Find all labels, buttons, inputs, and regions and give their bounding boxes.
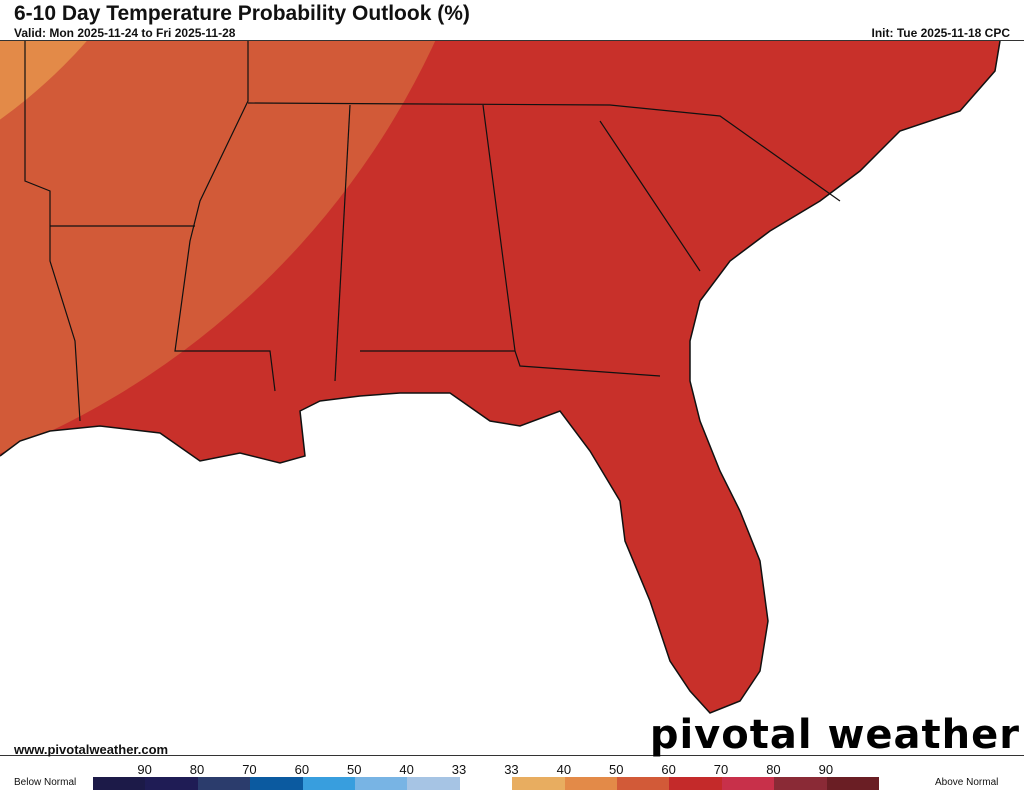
state-borders <box>24 41 841 422</box>
legend-label: 90 <box>137 762 152 777</box>
legend-swatch <box>145 777 198 790</box>
band-above-50 <box>0 41 510 511</box>
legend-label: 70 <box>713 762 729 777</box>
below-normal-label: Below Normal <box>14 777 77 788</box>
legend-label: 40 <box>399 762 414 777</box>
legend-swatch <box>564 777 617 790</box>
legend-label: 50 <box>347 762 362 777</box>
map-title: 6-10 Day Temperature Probability Outlook… <box>14 2 470 25</box>
legend-label: 60 <box>294 762 310 777</box>
legend-swatch <box>669 777 722 790</box>
legend-swatch <box>197 777 251 790</box>
legend-label: 90 <box>818 762 834 777</box>
legend-swatch <box>774 777 827 790</box>
legend-swatch <box>721 777 775 790</box>
legend-label: 50 <box>609 762 624 777</box>
coastline <box>0 41 1001 714</box>
legend-label: 70 <box>242 762 257 777</box>
legend-swatch <box>826 777 879 790</box>
legend-swatch <box>355 777 408 790</box>
legend-label: 33 <box>451 762 467 777</box>
outlook-map <box>0 40 1024 756</box>
above-normal-label: Above Normal <box>935 777 999 788</box>
legend-swatch <box>93 777 146 790</box>
legend-swatch <box>407 777 460 790</box>
legend-swatch <box>512 777 565 790</box>
legend-label: 40 <box>556 762 572 777</box>
legend-swatch <box>617 777 670 790</box>
legend-swatch <box>459 777 513 790</box>
color-legend: Below Normal Above Normal 90 80 70 60 50 40 33… <box>0 762 1024 791</box>
init-time: Init: Tue 2025-11-18 CPC <box>871 26 1011 40</box>
pivotal-weather-logo: pivotal weather <box>649 712 1020 758</box>
legend-label: 33 <box>504 762 519 777</box>
website-url: www.pivotalweather.com <box>14 742 169 757</box>
legend-swatch <box>250 777 303 790</box>
legend-label: 60 <box>661 762 676 777</box>
legend-label: 80 <box>766 762 781 777</box>
legend-swatch <box>302 777 355 790</box>
valid-period: Valid: Mon 2025-11-24 to Fri 2025-11-28 <box>14 26 236 40</box>
legend-label: 80 <box>189 762 205 777</box>
